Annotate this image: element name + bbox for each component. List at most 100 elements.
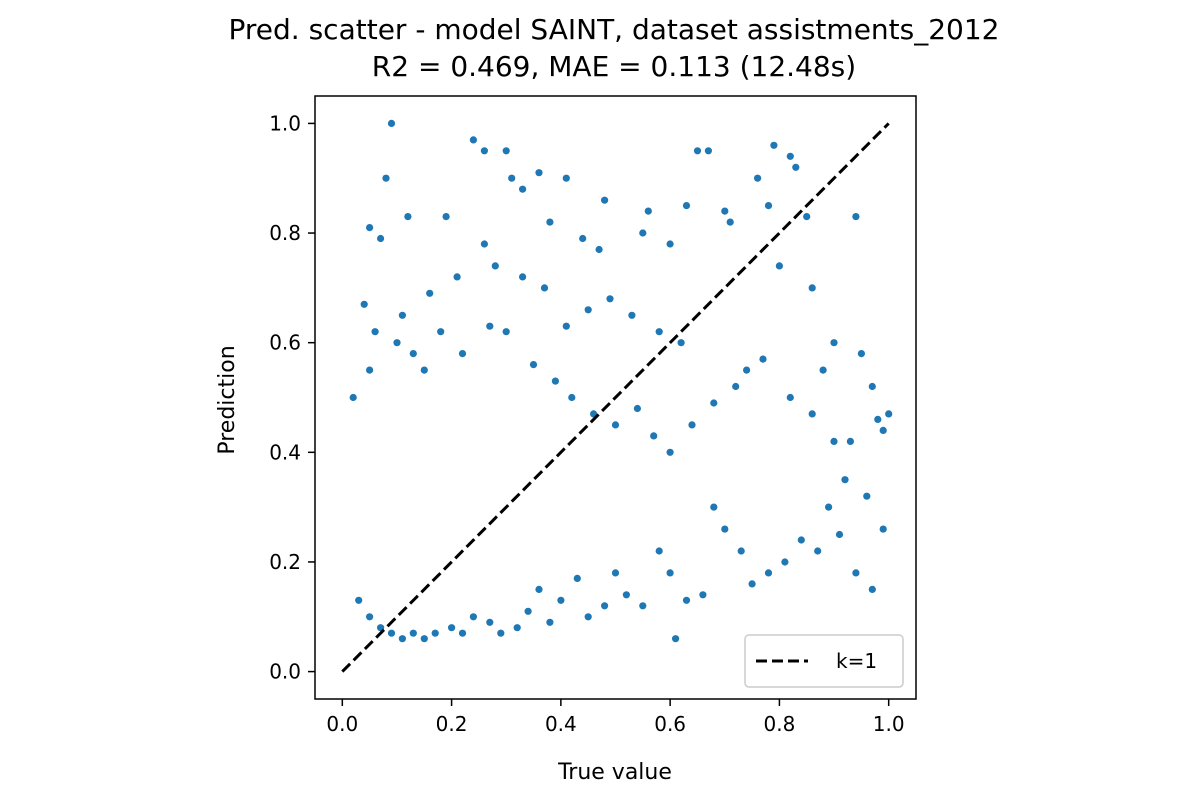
scatter-point bbox=[442, 213, 450, 221]
scatter-point bbox=[868, 585, 876, 594]
scatter-point bbox=[420, 635, 428, 643]
scatter-point bbox=[469, 136, 477, 144]
scatter-point bbox=[366, 366, 374, 374]
scatter-point bbox=[366, 613, 374, 621]
scatter-point bbox=[398, 635, 406, 643]
scatter-point bbox=[431, 629, 439, 637]
scatter-point bbox=[846, 437, 855, 445]
scatter-point bbox=[387, 629, 396, 637]
x-tick-label: 0.2 bbox=[436, 712, 468, 736]
scatter-point bbox=[453, 273, 461, 281]
scatter-point bbox=[606, 295, 614, 303]
scatter-point bbox=[535, 585, 543, 594]
scatter-point bbox=[655, 328, 663, 336]
scatter-point bbox=[409, 350, 417, 358]
chart-subtitle: R2 = 0.469, MAE = 0.113 (12.48s) bbox=[372, 50, 856, 83]
scatter-point bbox=[726, 218, 734, 226]
scatter-point bbox=[764, 202, 773, 210]
chart-title: Pred. scatter - model SAINT, dataset ass… bbox=[229, 13, 1000, 46]
scatter-point bbox=[666, 448, 674, 456]
scatter-point bbox=[377, 234, 385, 243]
scatter-point bbox=[529, 361, 538, 369]
scatter-point bbox=[491, 262, 499, 270]
scatter-point bbox=[469, 613, 477, 621]
scatter-point bbox=[595, 245, 603, 254]
scatter-point bbox=[732, 382, 740, 391]
scatter-point bbox=[486, 322, 494, 330]
scatter-point bbox=[458, 350, 467, 358]
scatter-point bbox=[448, 624, 456, 632]
scatter-point bbox=[546, 218, 554, 226]
scatter-point bbox=[819, 366, 827, 374]
scatter-point bbox=[420, 366, 428, 374]
scatter-point bbox=[540, 284, 549, 292]
scatter-point bbox=[371, 328, 379, 336]
scatter-point bbox=[644, 207, 652, 215]
y-tick-label: 0.2 bbox=[269, 550, 301, 574]
scatter-point bbox=[601, 196, 609, 204]
scatter-point bbox=[557, 596, 565, 604]
x-axis: 0.0 0.2 0.4 0.6 0.8 1.0 bbox=[326, 699, 905, 736]
scatter-point bbox=[437, 328, 445, 336]
scatter-point bbox=[502, 328, 510, 336]
scatter-point bbox=[792, 163, 800, 171]
scatter-point bbox=[879, 426, 887, 434]
scatter-point bbox=[497, 629, 505, 637]
scatter-point bbox=[486, 618, 494, 626]
scatter-point bbox=[398, 311, 406, 319]
scatter-point bbox=[775, 262, 784, 270]
scatter-point bbox=[426, 289, 434, 297]
y-tick-label: 1.0 bbox=[269, 111, 301, 135]
scatter-point bbox=[404, 213, 412, 221]
scatter-point bbox=[666, 569, 674, 577]
scatter-point bbox=[764, 569, 773, 577]
scatter-point bbox=[863, 492, 871, 500]
scatter-point bbox=[546, 618, 554, 626]
scatter-point bbox=[382, 174, 390, 182]
scatter-point bbox=[710, 399, 718, 407]
scatter-point bbox=[355, 596, 363, 604]
scatter-point bbox=[737, 547, 745, 555]
x-tick-label: 0.4 bbox=[545, 712, 577, 736]
legend: k=1 bbox=[744, 634, 904, 688]
scatter-point bbox=[852, 213, 860, 221]
x-axis-label: True value bbox=[557, 760, 672, 785]
scatter-point bbox=[699, 591, 707, 599]
y-axis: 0.0 0.2 0.4 0.6 0.8 1.0 bbox=[269, 111, 315, 684]
scatter-point bbox=[366, 224, 374, 232]
scatter-point bbox=[786, 152, 794, 160]
x-tick-label: 0.8 bbox=[764, 712, 796, 736]
scatter-point bbox=[868, 382, 876, 391]
scatter-point bbox=[639, 602, 647, 610]
scatter-point bbox=[693, 147, 702, 155]
scatter-point bbox=[825, 503, 833, 511]
scatter-point bbox=[628, 311, 636, 319]
y-tick-label: 0.6 bbox=[269, 331, 301, 355]
plot-frame bbox=[314, 95, 917, 700]
scatter-point bbox=[584, 613, 592, 621]
scatter-point bbox=[524, 607, 532, 615]
scatter-point bbox=[797, 536, 805, 544]
scatter-point bbox=[584, 306, 592, 314]
legend-label: k=1 bbox=[836, 649, 877, 673]
scatter-point bbox=[611, 569, 620, 577]
scatter-point bbox=[513, 624, 521, 632]
scatter-point bbox=[781, 558, 789, 566]
scatter-point bbox=[830, 339, 838, 347]
scatter-point bbox=[721, 207, 729, 215]
scatter-point bbox=[841, 476, 849, 484]
legend-box bbox=[744, 634, 904, 688]
scatter-point bbox=[601, 602, 609, 610]
y-axis-label: Prediction bbox=[215, 345, 240, 454]
scatter-point bbox=[650, 432, 658, 440]
points-layer bbox=[349, 119, 893, 643]
scatter-point bbox=[551, 377, 560, 385]
scatter-point bbox=[535, 169, 543, 177]
scatter-point bbox=[786, 393, 794, 402]
scatter-point bbox=[639, 229, 647, 237]
scatter-point bbox=[672, 635, 680, 643]
scatter-point bbox=[814, 547, 822, 555]
scatter-point bbox=[759, 355, 767, 363]
scatter-point bbox=[579, 234, 587, 243]
